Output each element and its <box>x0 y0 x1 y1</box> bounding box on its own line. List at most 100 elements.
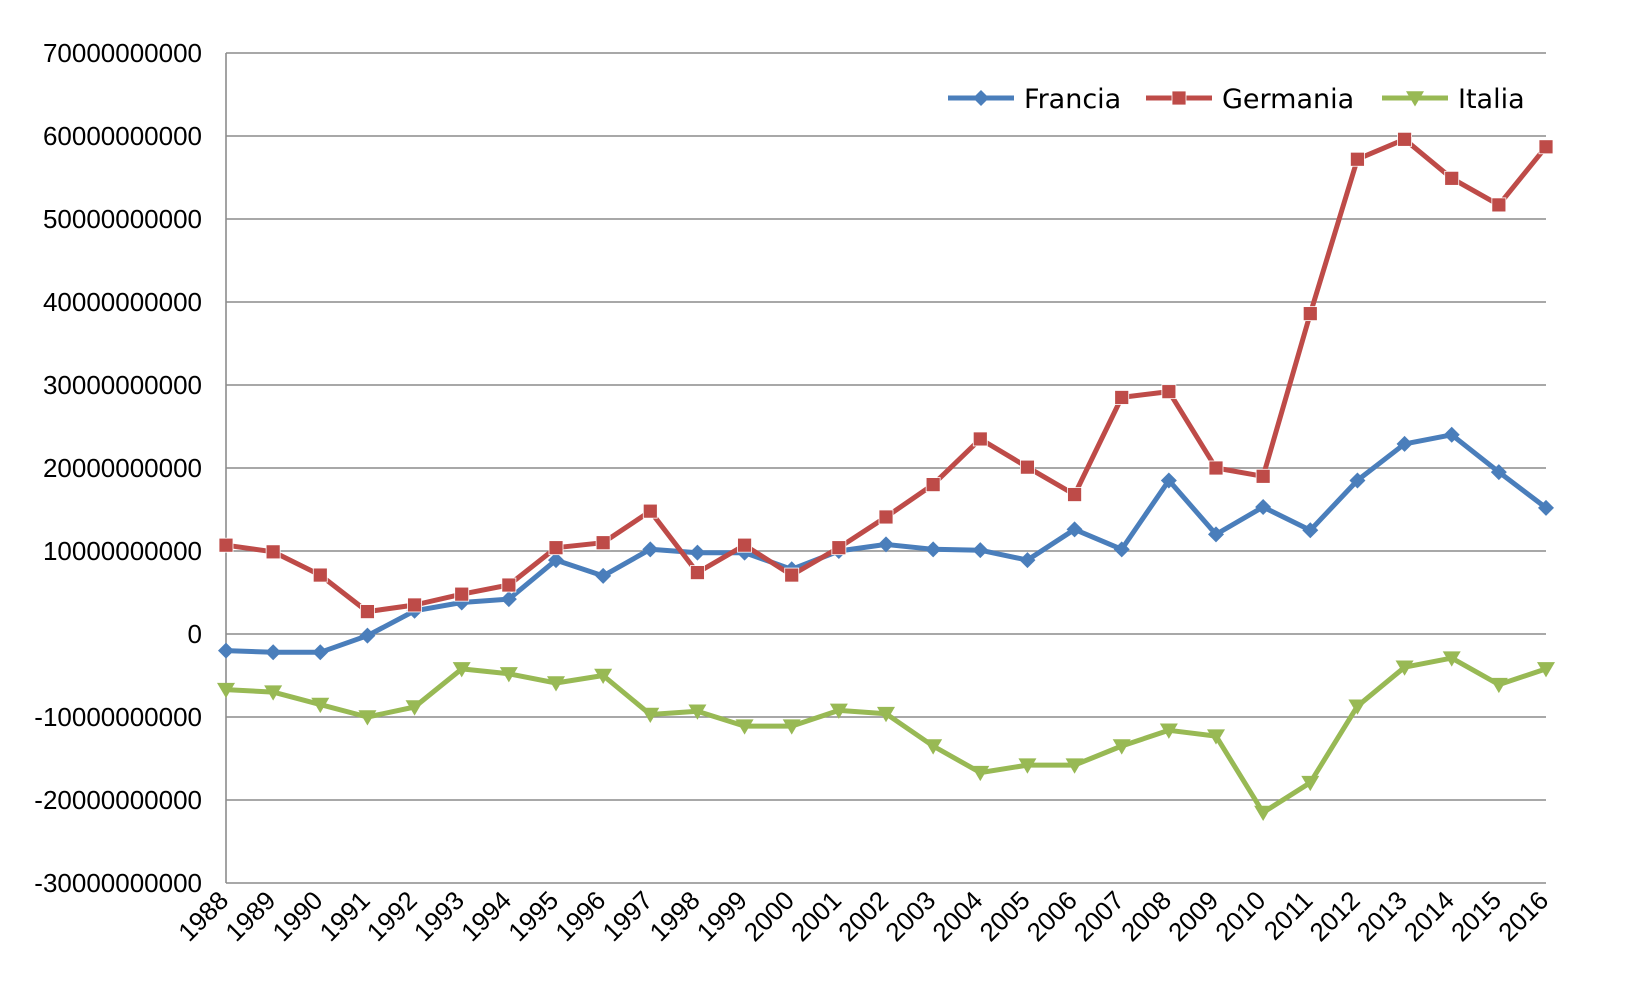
x-tick-label: 2002 <box>832 885 894 947</box>
data-point <box>1490 464 1507 481</box>
data-point <box>500 591 517 608</box>
y-tick-label: 60000000000 <box>43 121 202 151</box>
x-tick-label: 2004 <box>926 885 988 947</box>
data-point <box>1160 472 1177 489</box>
data-point <box>641 707 660 724</box>
data-point <box>925 477 941 493</box>
data-point <box>548 552 564 569</box>
data-point <box>688 704 707 720</box>
data-point <box>547 676 565 692</box>
data-point <box>264 685 283 701</box>
data-point <box>359 627 376 644</box>
data-point <box>1301 775 1320 792</box>
data-point <box>1397 131 1412 147</box>
data-point <box>1020 459 1035 475</box>
data-point <box>1255 499 1272 516</box>
data-point <box>1254 805 1273 821</box>
data-point <box>782 719 801 735</box>
x-tick-label: 2011 <box>1258 885 1319 946</box>
data-point <box>1161 384 1177 400</box>
data-point <box>218 537 234 553</box>
x-tick-label: 2003 <box>879 885 941 947</box>
y-tick-label: 30000000000 <box>43 370 202 400</box>
data-point <box>1019 552 1036 569</box>
data-point <box>1255 468 1271 484</box>
data-point <box>1018 758 1037 774</box>
data-point <box>312 644 329 661</box>
data-point <box>831 540 847 556</box>
x-axis-tick-labels: 1988198919901991199219931994199519961997… <box>172 885 1554 947</box>
data-point <box>594 668 613 685</box>
data-point <box>1114 390 1130 405</box>
x-tick-label: 2006 <box>1021 885 1083 947</box>
data-point <box>1112 739 1131 755</box>
data-point <box>499 667 518 683</box>
y-tick-label: 70000000000 <box>43 38 202 68</box>
x-tick-label: 1999 <box>691 885 753 947</box>
legend-label: Italia <box>1458 84 1525 115</box>
x-tick-label: 2008 <box>1115 885 1177 947</box>
data-point <box>642 503 658 519</box>
series-germania <box>218 131 1554 619</box>
x-tick-label: 1995 <box>502 885 564 947</box>
y-tick-label: -30000000000 <box>34 868 202 898</box>
data-point <box>595 567 612 584</box>
series-francia <box>218 426 1554 661</box>
y-tick-label: -10000000000 <box>34 702 202 732</box>
data-point <box>1208 460 1224 476</box>
x-tick-label: 1993 <box>408 885 470 947</box>
data-point <box>784 567 800 583</box>
x-tick-label: 2007 <box>1068 885 1130 947</box>
data-point <box>595 535 611 551</box>
data-point <box>829 703 848 719</box>
data-point <box>1396 435 1413 452</box>
data-point <box>501 577 517 593</box>
x-tick-label: 1990 <box>266 885 328 947</box>
y-tick-label: 50000000000 <box>43 204 202 234</box>
data-point <box>1302 306 1318 322</box>
gridlines <box>226 52 1546 884</box>
series-lines <box>217 131 1555 821</box>
data-point <box>878 536 894 553</box>
legend-item-germania: Germania <box>1146 84 1354 115</box>
data-point <box>971 765 990 782</box>
data-point <box>454 586 470 602</box>
data-point <box>265 644 282 661</box>
x-tick-label: 2015 <box>1445 885 1507 947</box>
data-point <box>1067 487 1082 502</box>
data-point <box>358 710 377 726</box>
data-point <box>407 597 422 613</box>
data-point <box>972 431 988 447</box>
series-italia <box>217 651 1555 821</box>
data-point <box>1537 662 1555 678</box>
x-tick-label: 1996 <box>549 885 611 947</box>
y-tick-label: 20000000000 <box>43 453 202 483</box>
y-tick-label: 10000000000 <box>43 536 202 566</box>
y-tick-label: 40000000000 <box>43 287 202 317</box>
x-tick-label: 2012 <box>1304 885 1366 947</box>
x-tick-label: 1997 <box>596 885 658 947</box>
data-point <box>218 642 234 659</box>
data-point <box>642 541 659 558</box>
data-point <box>735 719 754 735</box>
data-point <box>360 604 375 619</box>
data-point <box>1443 426 1460 443</box>
data-point <box>311 697 330 714</box>
data-point <box>312 567 328 583</box>
data-point <box>1395 660 1414 676</box>
data-point <box>217 682 235 699</box>
data-point <box>452 662 471 678</box>
x-tick-label: 1994 <box>455 885 517 947</box>
data-point <box>1538 139 1554 155</box>
data-point <box>1302 522 1319 539</box>
data-point <box>1113 541 1130 558</box>
x-tick-label: 2014 <box>1398 885 1460 947</box>
data-point <box>1349 472 1366 489</box>
x-tick-label: 1998 <box>644 885 706 947</box>
legend-label: Germania <box>1222 84 1354 115</box>
data-point <box>265 544 281 560</box>
data-point <box>1208 526 1224 543</box>
data-point <box>1348 699 1367 715</box>
data-point <box>925 541 942 558</box>
